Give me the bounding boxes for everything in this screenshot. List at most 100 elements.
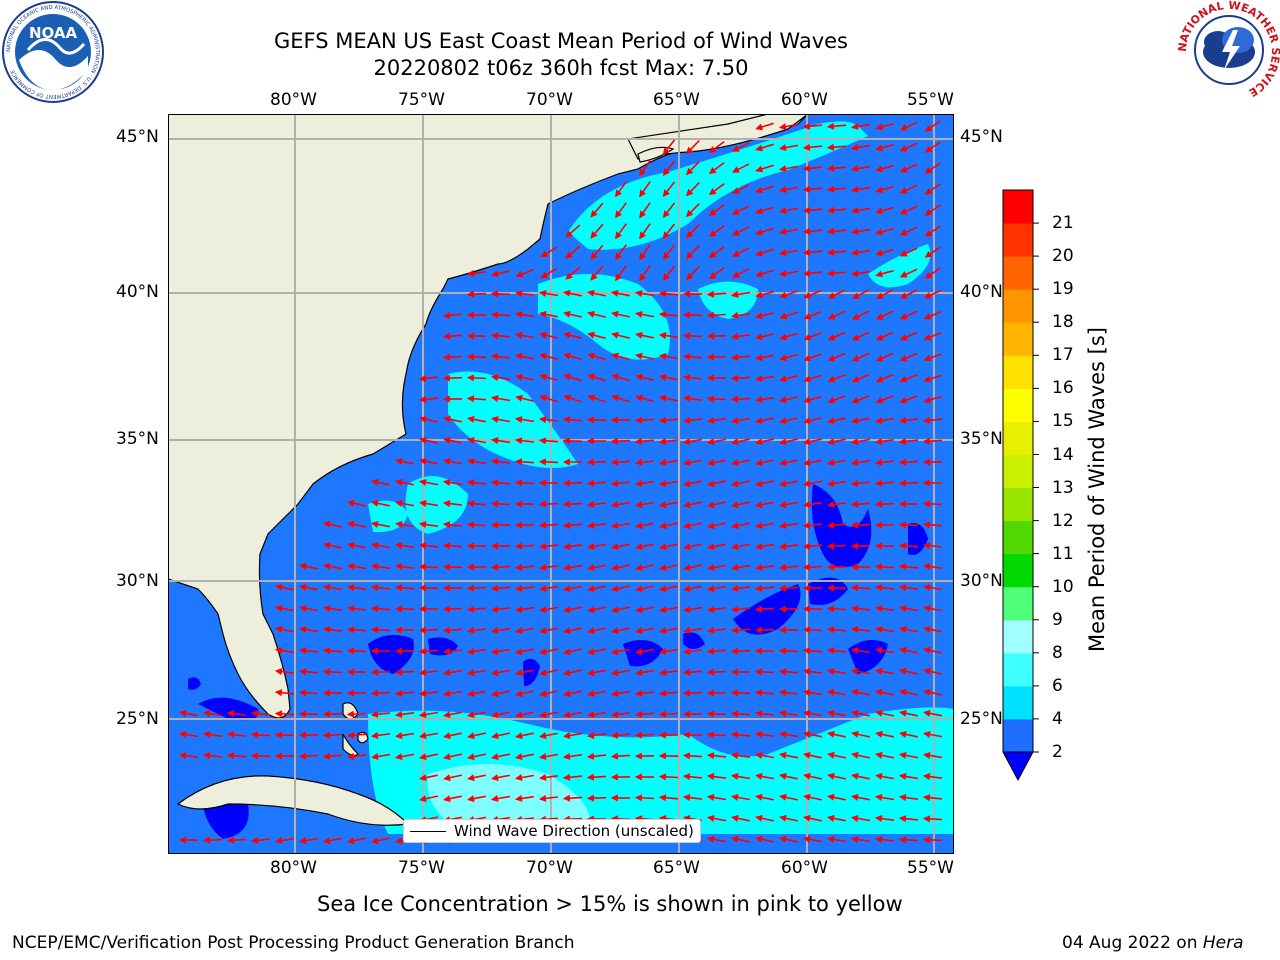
wave-direction-arrowhead (707, 814, 715, 822)
wave-direction-arrowhead (323, 626, 331, 634)
wave-direction-arrowhead (826, 521, 835, 529)
wave-direction-arrowhead (802, 647, 811, 655)
wave-direction-arrowhead (706, 731, 715, 739)
wave-direction-arrowhead (394, 647, 402, 655)
wave-direction-arrowhead (779, 793, 787, 801)
wave-direction-arrowhead (323, 583, 331, 591)
wave-direction-arrowhead (706, 647, 715, 655)
wave-direction-arrowhead (683, 501, 691, 509)
wave-direction-arrowhead (586, 773, 595, 781)
wave-direction-arrowhead (635, 331, 643, 339)
wave-direction-arrowhead (826, 668, 835, 675)
lat-label-left-25n: 25°N (116, 709, 159, 729)
wave-direction-arrowhead (418, 626, 427, 634)
wave-direction-arrowhead (587, 543, 595, 551)
wave-direction-arrowhead (635, 543, 643, 551)
wave-direction-arrowhead (562, 500, 571, 508)
wave-direction-arrowhead (755, 501, 763, 509)
wave-direction-arrowhead (779, 207, 787, 215)
wave-direction-arrowhead (779, 814, 787, 822)
wave-direction-arrowhead (443, 311, 451, 319)
wave-direction-arrowhead (467, 753, 475, 761)
wave-direction-arrowhead (706, 311, 715, 319)
colorbar-segment (1003, 718, 1033, 753)
wave-direction-arrowhead (634, 437, 643, 445)
wave-direction-arrowhead (755, 543, 763, 551)
wave-direction-arrowhead (779, 333, 788, 341)
wave-direction-arrowhead (876, 292, 884, 299)
map-panel (168, 114, 954, 854)
wave-direction-arrowhead (755, 563, 763, 571)
wave-direction-arrowhead (755, 354, 763, 362)
wave-direction-arrowhead (731, 311, 739, 319)
wave-direction-arrowhead (275, 836, 283, 844)
wave-direction-arrowhead (685, 167, 694, 176)
wave-direction-arrowhead (346, 710, 355, 718)
wave-direction-arrowhead (779, 542, 787, 550)
wave-direction-arrowhead (899, 709, 907, 717)
lat-label-left-40n: 40°N (116, 282, 159, 302)
wave-direction-arrowhead (922, 437, 931, 445)
wave-direction-arrowhead (587, 394, 596, 402)
lat-label-right-25n: 25°N (960, 709, 1003, 729)
lon-label-bottom-80w: 80°W (270, 858, 317, 878)
wave-direction-arrowhead (779, 396, 787, 404)
wave-direction-arrowhead (514, 500, 522, 508)
wave-direction-arrowhead (587, 373, 596, 381)
wave-direction-arrowhead (515, 352, 523, 360)
wave-direction-arrowhead (826, 626, 835, 634)
wave-direction-arrowhead (875, 270, 883, 278)
wave-direction-arrowhead (635, 564, 643, 572)
wave-direction-arrowhead (563, 373, 572, 381)
wave-direction-arrowhead (732, 145, 740, 152)
wave-direction-arrowhead (659, 458, 667, 466)
wave-direction-arrowhead (732, 229, 740, 236)
wave-direction-arrowhead (706, 710, 714, 718)
wave-direction-arrowhead (755, 249, 764, 257)
wave-direction-arrowhead (754, 668, 763, 676)
wave-direction-arrowhead (275, 604, 283, 612)
wave-direction-arrowhead (610, 731, 619, 739)
noaa-logo-text: NOAA (29, 24, 78, 42)
wave-direction-arrowhead (874, 500, 883, 508)
wave-direction-arrowhead (779, 689, 787, 697)
wave-direction-arrowhead (923, 563, 931, 571)
wave-direction-arrowhead (851, 479, 859, 487)
wave-direction-arrowhead (395, 457, 403, 465)
gridlines (168, 114, 954, 854)
wave-direction-arrowhead (346, 731, 355, 739)
wave-direction-arrowhead (924, 229, 933, 237)
wave-direction-arrowhead (924, 250, 933, 258)
wave-direction-arrowhead (899, 794, 907, 802)
wave-direction-arrowhead (491, 753, 499, 761)
wave-direction-arrowhead (899, 646, 907, 654)
wave-direction-arrowhead (778, 668, 787, 676)
wind-wave-period-6-8s-regions (427, 764, 590, 834)
wave-direction-arrowhead (371, 563, 379, 571)
wave-direction-arrowhead (347, 520, 355, 528)
wave-direction-arrowhead (347, 605, 355, 613)
wave-direction-arrowhead (491, 711, 499, 719)
wave-direction-arrowhead (827, 835, 835, 843)
wave-direction-arrowhead (923, 667, 931, 675)
wave-direction-arrowhead (779, 144, 787, 152)
wave-direction-arrowhead (875, 313, 884, 320)
wave-direction-arrowhead (539, 627, 547, 635)
wave-direction-arrowhead (322, 689, 330, 697)
wave-direction-arrowhead (706, 374, 714, 382)
wave-direction-arrowhead (418, 563, 427, 571)
wave-direction-arrowhead (634, 752, 642, 760)
wave-direction-arrowhead (803, 835, 811, 843)
wave-direction-arrowhead (563, 394, 572, 402)
lat-label-left-45n: 45°N (116, 127, 159, 147)
wave-direction-arrowhead (490, 563, 499, 571)
wave-direction-arrowhead (515, 331, 523, 339)
wave-direction-arrowhead (467, 711, 475, 719)
wave-direction-arrowhead (515, 711, 523, 719)
wave-direction-arrowhead (394, 605, 403, 613)
wave-direction-arrowhead (562, 416, 571, 424)
wave-direction-arrowhead (467, 415, 475, 423)
wave-direction-arrowhead (395, 499, 403, 507)
wave-direction-arrowhead (731, 417, 739, 425)
wave-direction-arrowhead (610, 773, 618, 781)
